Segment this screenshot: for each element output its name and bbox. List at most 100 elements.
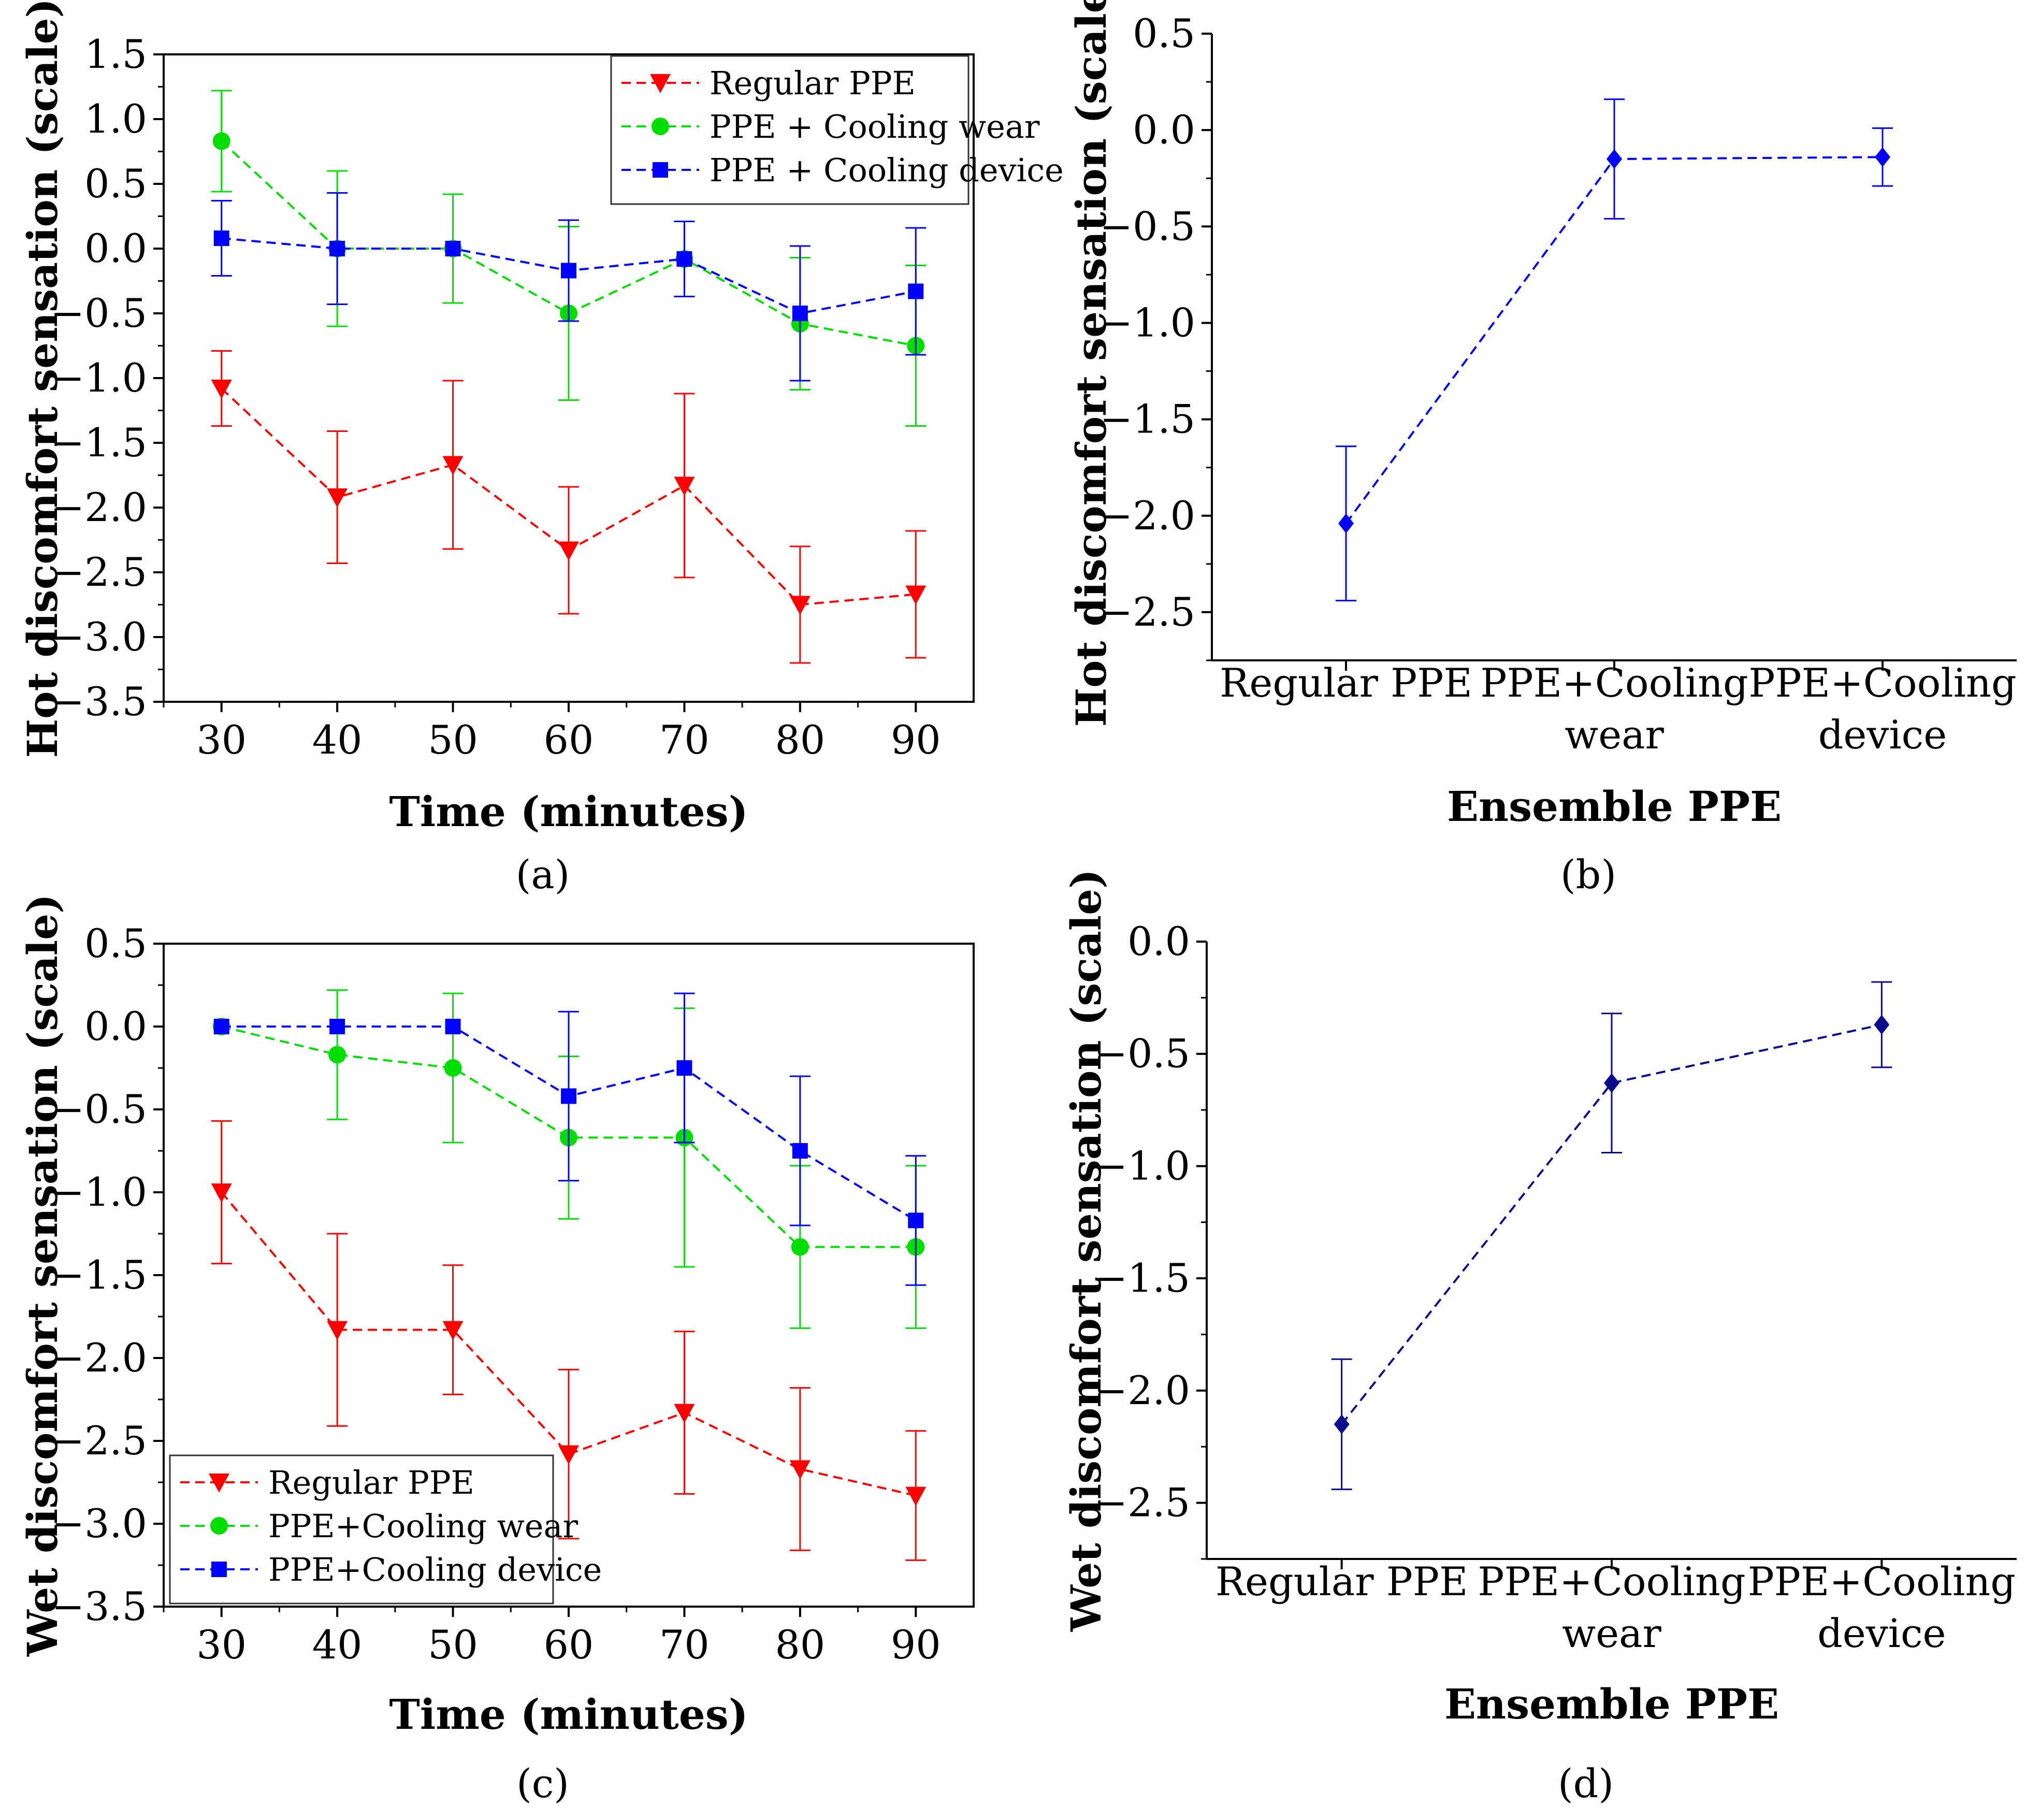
y-tick-label: −1.5	[51, 1252, 147, 1298]
data-point	[674, 1404, 695, 1423]
y-tick-label: 0.0	[1127, 918, 1190, 964]
data-point	[444, 1059, 462, 1077]
y-tick-label: −2.0	[51, 1335, 147, 1381]
y-tick-label: −0.5	[1099, 203, 1195, 249]
y-tick-label: −1.0	[1099, 299, 1195, 345]
series-0	[211, 1120, 927, 1561]
y-tick-label: −1.5	[51, 420, 147, 466]
legend: Regular PPE PPE+Cooling wear PPE+Cooling d…	[169, 1454, 602, 1605]
data-point	[442, 1321, 464, 1340]
x-tick-label: 60	[544, 717, 594, 763]
x-category-label: PPE+Cooling	[1748, 660, 2016, 706]
y-tick-label: −1.0	[51, 355, 147, 401]
x-tick-label: 80	[775, 717, 825, 763]
x-axis-title: Ensemble PPE	[1444, 1680, 1779, 1728]
data-point	[1874, 1015, 1890, 1035]
x-category-label: Regular PPE	[1220, 660, 1472, 706]
series-0	[211, 350, 927, 664]
x-tick-label: 90	[891, 1622, 941, 1668]
legend-marker	[211, 1562, 227, 1577]
y-tick-label: 0.5	[1133, 10, 1195, 56]
x-category-label: wear	[1562, 1610, 1661, 1656]
data-point	[792, 1143, 808, 1159]
legend-marker	[652, 118, 669, 135]
y-tick-label: 0.0	[84, 1003, 147, 1049]
y-tick-label: 0.5	[84, 920, 147, 966]
x-tick-label: 40	[312, 1622, 363, 1668]
y-tick-label: −2.5	[1099, 589, 1195, 635]
x-category-label: PPE+Cooling	[1748, 1558, 2016, 1605]
x-category-label: PPE+Cooling	[1478, 1558, 1745, 1605]
series-2	[213, 992, 927, 1286]
y-tick-label: −3.0	[51, 1500, 147, 1547]
data-point	[211, 1183, 232, 1203]
data-point	[445, 241, 461, 256]
data-point	[676, 251, 692, 267]
legend-marker	[209, 1474, 229, 1493]
y-tick-label: −2.0	[1099, 493, 1195, 539]
series-0	[1336, 98, 1893, 602]
y-axis-title: Wet discomfort sensation (scale)	[18, 894, 67, 1657]
panel-label: (d)	[1558, 1760, 1614, 1807]
y-tick-label: −2.5	[51, 549, 147, 595]
chart-c: 0.5 0.0 −0.5 −1.0 −1.5 −2.0 −2.5 −3.0 −3.5 30 40 50…	[18, 894, 975, 1807]
series-line	[1341, 1023, 1882, 1425]
y-tick-label: −2.5	[51, 1418, 147, 1464]
data-point	[561, 263, 576, 279]
x-tick-label: 50	[428, 717, 478, 763]
y-tick-label: −3.5	[51, 1583, 147, 1629]
data-point	[905, 1486, 927, 1506]
data-point	[1875, 147, 1890, 167]
y-tick-label: 0.5	[84, 161, 147, 207]
y-tick-label: −0.5	[51, 290, 147, 336]
y-tick-label: 1.0	[84, 96, 147, 142]
panel-label: (a)	[516, 851, 570, 898]
x-tick-label: 70	[659, 717, 710, 763]
data-point	[329, 1019, 345, 1034]
series-0	[1331, 981, 1892, 1491]
data-point	[213, 230, 229, 246]
y-tick-label: −2.0	[1094, 1367, 1190, 1413]
legend-box	[169, 1454, 554, 1605]
y-tick-label: 0.0	[1133, 107, 1195, 153]
data-point	[558, 541, 579, 561]
data-point	[789, 596, 811, 615]
data-point	[213, 1019, 229, 1034]
data-point	[674, 476, 695, 496]
data-point	[1338, 513, 1354, 533]
y-tick-label: −0.5	[1094, 1031, 1190, 1077]
x-tick-label: 90	[891, 717, 941, 763]
y-tick-label: −1.0	[1094, 1143, 1190, 1189]
y-tick-label: 1.5	[84, 31, 147, 77]
legend-marker	[650, 74, 671, 93]
x-category-label: device	[1817, 1610, 1946, 1656]
legend-label: PPE+Cooling wear	[268, 1507, 578, 1545]
series-2	[211, 192, 927, 382]
data-point	[908, 283, 924, 299]
legend-label: PPE+Cooling device	[268, 1551, 602, 1588]
legend-label: PPE + Cooling device	[710, 151, 1064, 189]
y-tick-label: −3.0	[51, 614, 147, 660]
legend-marker	[210, 1517, 228, 1535]
x-axis-title: Time (minutes)	[389, 787, 748, 836]
legend-label: Regular PPE	[268, 1464, 474, 1501]
x-tick-label: 30	[196, 717, 247, 763]
x-tick-label: 50	[428, 1622, 478, 1668]
data-point	[676, 1060, 692, 1076]
x-tick-label: 40	[312, 717, 363, 763]
y-tick-label: −2.0	[51, 484, 147, 530]
x-axis-title: Ensemble PPE	[1447, 782, 1782, 831]
data-point	[792, 306, 808, 321]
data-point	[212, 132, 230, 150]
data-point	[789, 1460, 811, 1480]
panel-label: (b)	[1560, 851, 1616, 898]
data-point	[1334, 1414, 1350, 1434]
y-axis-title: Hot discomfort sensation (scale)	[1067, 0, 1116, 727]
data-point	[445, 1019, 461, 1034]
y-axis-title: Wet discomfort sensation (scale)	[1062, 869, 1110, 1632]
data-point	[329, 241, 345, 256]
data-point	[327, 1321, 348, 1340]
